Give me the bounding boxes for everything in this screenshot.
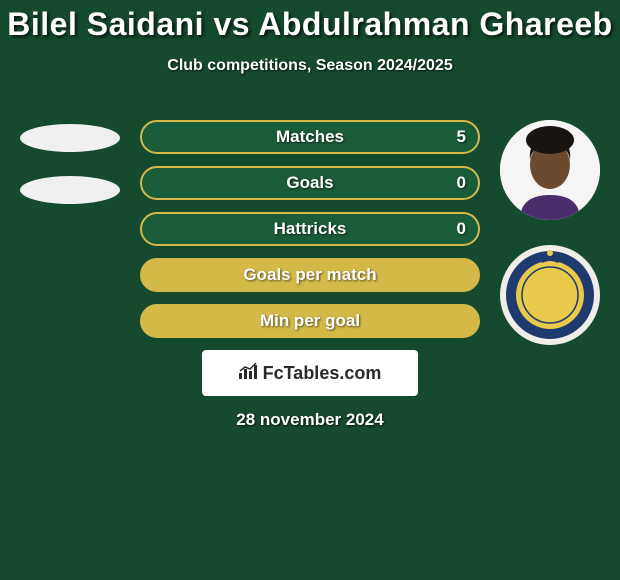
player-right-avatar <box>500 120 600 220</box>
stat-row-hattricks: Hattricks 0 <box>140 212 480 246</box>
stat-bars: Matches 5 Goals 0 Hattricks 0 Goals per … <box>140 120 480 350</box>
stat-row-goals-per-match: Goals per match <box>140 258 480 292</box>
stat-label: Matches <box>140 120 480 154</box>
club-right-badge <box>500 245 600 345</box>
stat-value-right: 0 <box>457 166 466 200</box>
stat-value-right: 0 <box>457 212 466 246</box>
brand-chart-icon <box>239 363 259 384</box>
brand-box: FcTables.com <box>202 350 418 396</box>
page-title: Bilel Saidani vs Abdulrahman Ghareeb <box>0 0 620 43</box>
stat-value-right: 5 <box>457 120 466 154</box>
player-avatar-icon <box>500 120 600 220</box>
stat-label: Goals <box>140 166 480 200</box>
club-left-badge-placeholder <box>20 176 120 204</box>
stat-row-min-per-goal: Min per goal <box>140 304 480 338</box>
infographic-container: Bilel Saidani vs Abdulrahman Ghareeb Clu… <box>0 0 620 580</box>
stat-row-matches: Matches 5 <box>140 120 480 154</box>
stat-row-goals: Goals 0 <box>140 166 480 200</box>
subtitle: Club competitions, Season 2024/2025 <box>0 57 620 75</box>
right-player-column <box>500 120 600 345</box>
club-badge-icon <box>500 245 600 345</box>
stat-label: Hattricks <box>140 212 480 246</box>
date-text: 28 november 2024 <box>0 410 620 430</box>
stat-label: Min per goal <box>140 304 480 338</box>
brand-text: FcTables.com <box>263 363 382 384</box>
stat-label: Goals per match <box>140 258 480 292</box>
player-left-avatar-placeholder <box>20 124 120 152</box>
